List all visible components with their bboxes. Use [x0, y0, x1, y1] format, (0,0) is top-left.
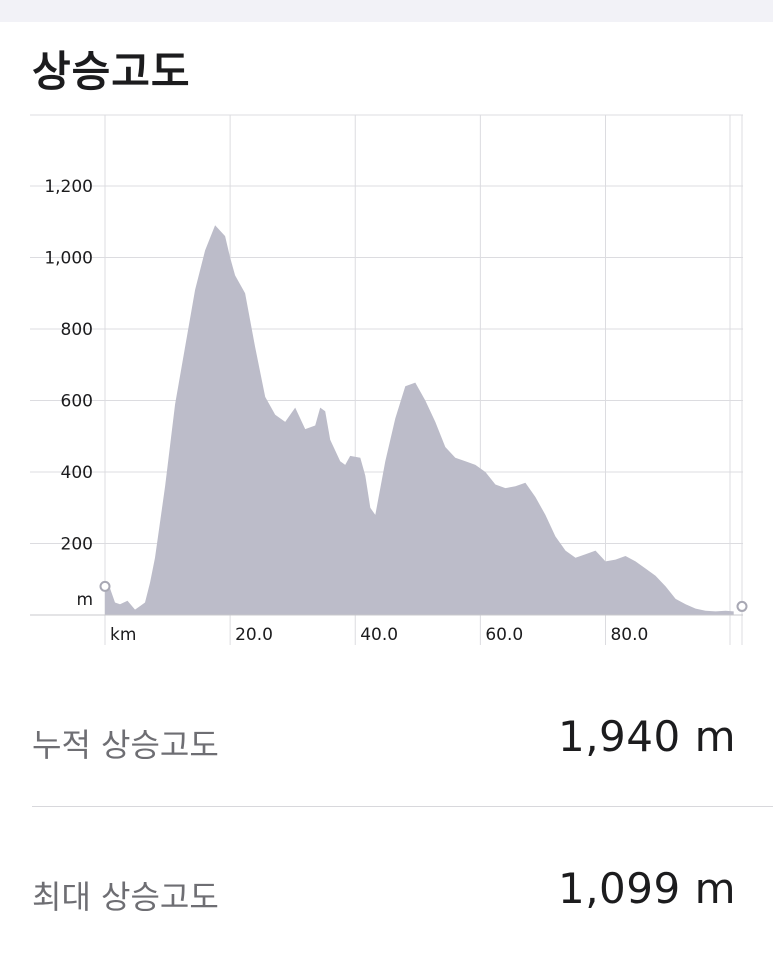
divider [32, 806, 773, 807]
total-elevation-value: 1,940 m [557, 712, 736, 761]
y-axis-unit-label: m [76, 590, 93, 610]
elevation-chart: 200 400 600 800 1,000 1,200 mkm 20.0 40.0 60.0 80.… [30, 114, 748, 645]
max-elevation-value: 1,099 m [557, 864, 736, 913]
y-tick-label: 800 [61, 320, 93, 340]
end-marker [736, 600, 748, 612]
elevation-area [105, 225, 734, 616]
x-axis-unit-label: km [110, 625, 136, 645]
max-elevation-label: 최대 상승고도 [32, 878, 219, 916]
total-elevation-label: 누적 상승고도 [32, 726, 219, 764]
x-tick-label: 40.0 [360, 625, 398, 645]
y-tick-label: 200 [61, 535, 93, 555]
start-marker [99, 580, 111, 592]
x-tick-label: 80.0 [610, 625, 648, 645]
y-tick-label: 1,000 [44, 249, 93, 269]
top-strip [0, 0, 773, 22]
y-tick-label: 1,200 [44, 177, 93, 197]
x-tick-label: 60.0 [485, 625, 523, 645]
page-title: 상승고도 [32, 47, 191, 96]
max-elevation-row: 최대 상승고도 1,099 m [32, 858, 738, 918]
y-tick-label: 600 [61, 392, 93, 412]
total-elevation-row: 누적 상승고도 1,940 m [32, 706, 738, 766]
y-tick-label: 400 [61, 463, 93, 483]
x-tick-label: 20.0 [235, 625, 273, 645]
